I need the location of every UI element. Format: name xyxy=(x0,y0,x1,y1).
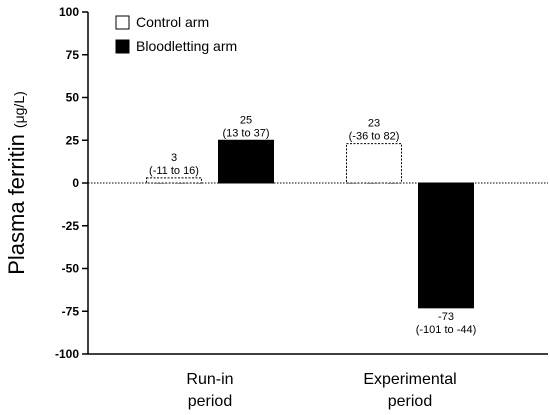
bar-ci-label: (-101 to -44) xyxy=(416,324,477,336)
bar-value-label: -73 xyxy=(438,311,454,323)
y-axis-label: Plasma ferritin (μg/L) xyxy=(4,91,29,275)
y-axis-label-unit: (μg/L) xyxy=(11,91,27,128)
x-category-label: period xyxy=(188,393,232,410)
bar-control-run-in xyxy=(146,177,202,184)
bar-ci-label: (-11 to 16) xyxy=(149,165,199,177)
y-tick-label: -75 xyxy=(62,304,80,318)
bar-bloodletting-experimental xyxy=(418,182,474,309)
y-tick-label: -25 xyxy=(62,219,80,233)
bar-bloodletting-run-in xyxy=(218,139,274,184)
y-tick-label: -50 xyxy=(62,262,80,276)
legend-label: Bloodletting arm xyxy=(136,38,237,54)
x-category-label: Run-in xyxy=(186,371,233,388)
y-tick-label: 50 xyxy=(66,91,80,105)
y-tick-label: 25 xyxy=(66,133,80,147)
y-tick-label: 75 xyxy=(66,48,80,62)
bar-ci-label: (13 to 37) xyxy=(222,127,269,139)
y-tick-label: 0 xyxy=(72,176,79,190)
bar-value-label: 25 xyxy=(240,114,252,126)
bar-control-experimental xyxy=(346,143,402,184)
legend-label: Control arm xyxy=(136,14,209,30)
y-tick-label: -100 xyxy=(55,347,79,361)
x-category-label: period xyxy=(388,393,432,410)
legend-swatch xyxy=(115,15,130,30)
bar-value-label: 23 xyxy=(368,118,380,130)
legend-swatch xyxy=(115,39,130,54)
bar-ci-label: (-36 to 82) xyxy=(349,131,400,143)
y-axis-label-main: Plasma ferritin xyxy=(4,128,29,275)
x-category-label: Experimental xyxy=(363,371,456,388)
bar-value-label: 3 xyxy=(171,152,177,164)
y-tick-label: 100 xyxy=(59,5,79,19)
